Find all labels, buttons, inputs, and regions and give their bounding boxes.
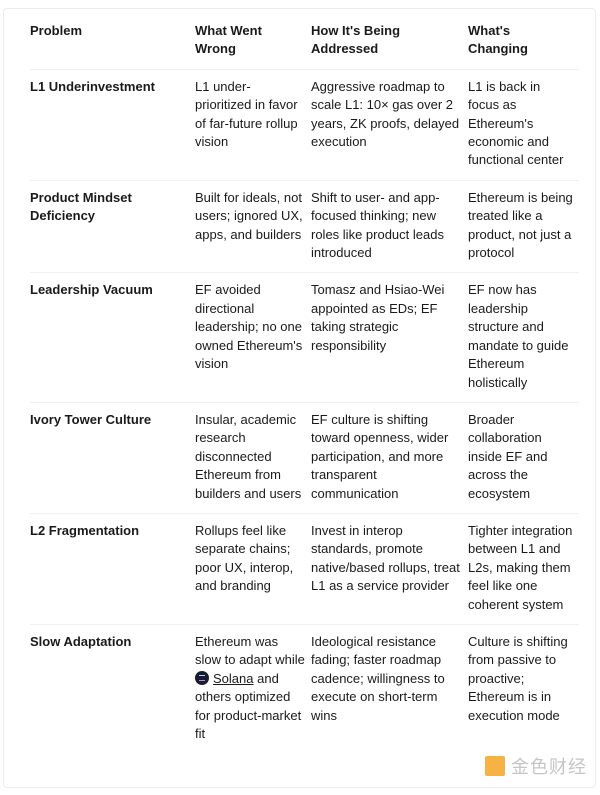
table-row: L1 Underinvestment L1 under-prioritized … [30, 68, 579, 181]
cell-wrong: Ethereum was slow to adapt while Solana … [195, 623, 311, 754]
table-card: Problem What Went Wrong How It's Being A… [3, 8, 596, 789]
table-row: L2 Fragmentation Rollups feel like separ… [30, 512, 579, 625]
cell-addressed: Shift to user- and app-focused thinking;… [311, 179, 468, 273]
table-row: Slow Adaptation Ethereum was slow to ada… [30, 623, 579, 754]
cell-changing: Ethereum is being treated like a product… [468, 179, 579, 273]
cell-wrong: Built for ideals, not users; ignored UX,… [195, 179, 311, 273]
cell-addressed: Aggressive roadmap to scale L1: 10× gas … [311, 68, 468, 181]
header-whats-changing: What's Changing [468, 23, 528, 57]
solana-logo-icon [195, 670, 209, 685]
cell-problem: L2 Fragmentation [30, 512, 195, 625]
cell-changing: Culture is shifting from passive to proa… [468, 623, 579, 754]
header-what-went-wrong: What Went Wrong [195, 23, 262, 57]
header-how-addressed: How It's Being Addressed [311, 23, 401, 57]
cell-addressed: Tomasz and Hsiao-Wei appointed as EDs; E… [311, 272, 468, 403]
watermark: 金色财经 [485, 753, 587, 779]
table-row: Product Mindset Deficiency Built for ide… [30, 179, 579, 273]
cell-addressed: Ideological resistance fading; faster ro… [311, 623, 468, 754]
cell-wrong: Rollups feel like separate chains; poor … [195, 512, 311, 625]
header-row: Problem What Went Wrong How It's Being A… [30, 14, 579, 69]
comparison-table: Problem What Went Wrong How It's Being A… [30, 14, 579, 754]
cell-wrong: EF avoided directional leadership; no on… [195, 272, 311, 403]
cell-problem: Leadership Vacuum [30, 272, 195, 403]
cell-changing: Broader collaboration inside EF and acro… [468, 401, 579, 514]
watermark-logo-icon [485, 756, 505, 777]
cell-problem: Slow Adaptation [30, 623, 195, 754]
cell-changing: Tighter integration between L1 and L2s, … [468, 512, 579, 625]
table-row: Ivory Tower Culture Insular, academic re… [30, 401, 579, 514]
cell-wrong: L1 under-prioritized in favor of far-fut… [195, 68, 311, 181]
cell-problem: Ivory Tower Culture [30, 401, 195, 514]
cell-changing: EF now has leadership structure and mand… [468, 272, 579, 403]
solana-link[interactable]: Solana [213, 670, 254, 686]
cell-changing: L1 is back in focus as Ethereum's econom… [468, 68, 579, 181]
table-row: Leadership Vacuum EF avoided directional… [30, 272, 579, 403]
wrong-text-pre: Ethereum was slow to adapt while [195, 633, 305, 668]
header-problem: Problem [30, 23, 83, 38]
wrong-text-post: and others optimized for product-market … [195, 670, 302, 741]
cell-problem: Product Mindset Deficiency [30, 179, 195, 273]
cell-problem: L1 Underinvestment [30, 68, 195, 181]
cell-wrong: Insular, academic research disconnected … [195, 401, 311, 514]
cell-addressed: EF culture is shifting toward openness, … [311, 401, 468, 514]
watermark-text: 金色财经 [511, 757, 587, 778]
cell-addressed: Invest in interop standards, promote nat… [311, 512, 468, 625]
